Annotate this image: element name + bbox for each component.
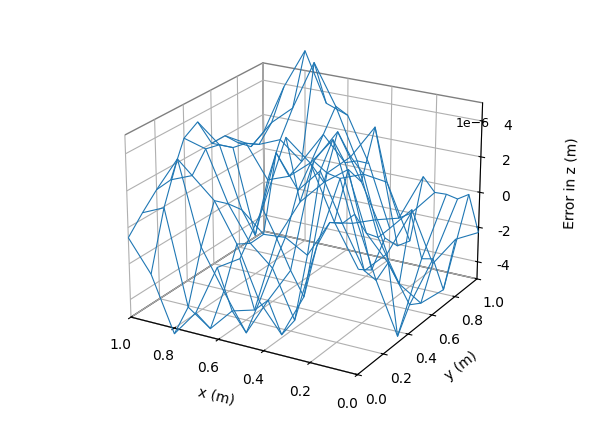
Y-axis label: y (m): y (m) xyxy=(443,350,480,384)
Text: 1e−6: 1e−6 xyxy=(456,117,490,130)
X-axis label: x (m): x (m) xyxy=(196,384,236,407)
